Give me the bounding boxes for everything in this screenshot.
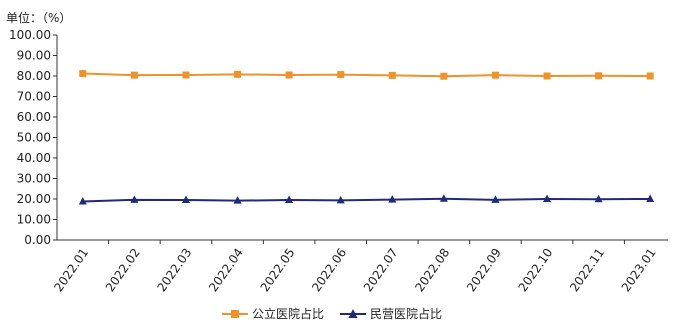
data-point-triangle (336, 195, 345, 204)
data-point-triangle (130, 195, 139, 203)
legend-marker-triangle (348, 309, 358, 318)
data-point-triangle (388, 195, 397, 203)
data-point-square (337, 71, 345, 79)
x-tick-label: 2023.01 (619, 246, 659, 295)
data-point-square (182, 71, 190, 79)
data-point-square (285, 71, 293, 79)
data-point-triangle (78, 196, 87, 205)
legend-label: 民营医院占比 (370, 306, 442, 321)
y-tick-label: 100.00 (9, 28, 51, 42)
x-tick-label: 2022.08 (412, 246, 452, 295)
data-point-square (543, 72, 551, 80)
y-tick-label: 70.00 (17, 90, 51, 104)
data-point-triangle (233, 196, 242, 204)
legend-label: 公立医院占比 (252, 306, 324, 321)
x-tick-label: 2022.02 (103, 246, 143, 295)
data-point-triangle (181, 195, 190, 204)
x-tick-label: 2022.04 (206, 246, 246, 295)
data-point-square (491, 71, 499, 79)
data-point-square (234, 70, 242, 78)
legend-item: 民营医院占比 (340, 306, 442, 321)
y-tick-label: 60.00 (17, 110, 51, 124)
legend-marker-square (231, 310, 239, 318)
series-line (82, 72, 651, 78)
legend-item: 公立医院占比 (222, 306, 324, 321)
y-tick-label: 50.00 (17, 131, 51, 145)
x-tick-label: 2022.07 (361, 246, 401, 295)
axes: 100.00 90.00 80.00 70.00 60.00 50.00 40.00 30.0… (9, 28, 668, 294)
x-tick-label: 2022.11 (567, 246, 607, 295)
y-tick-label: 40.00 (17, 151, 51, 165)
data-point-triangle (594, 194, 603, 203)
data-point-triangle (285, 195, 294, 204)
data-point-square (646, 72, 654, 80)
y-tick-label: 10.00 (17, 213, 51, 227)
y-tick-label: 80.00 (17, 69, 51, 83)
x-tick-label: 2022.01 (51, 246, 91, 295)
data-point-triangle (439, 194, 448, 202)
data-point-square (440, 72, 448, 80)
series-2 (78, 194, 655, 205)
data-point-square (79, 70, 87, 78)
series-line (82, 197, 651, 203)
y-tick-label: 90.00 (17, 49, 51, 63)
data-point-square (388, 71, 396, 79)
x-tick-label: 2022.05 (258, 246, 298, 295)
y-tick-label: 30.00 (17, 172, 51, 186)
x-tick-label: 2022.06 (309, 246, 349, 295)
x-tick-label: 2022.10 (516, 246, 556, 295)
series-1 (79, 70, 654, 80)
data-point-triangle (543, 194, 552, 202)
legend: 公立医院占比 民营医院占比 (222, 306, 442, 321)
data-point-triangle (646, 194, 655, 202)
data-point-square (595, 72, 603, 80)
x-tick-label: 2022.03 (154, 246, 194, 295)
unit-label: 单位：（%） (6, 10, 71, 25)
x-tick-label: 2022.09 (464, 246, 504, 295)
data-point-square (130, 71, 138, 79)
series-layer (78, 70, 655, 205)
y-tick-label: 0.00 (24, 233, 51, 247)
y-tick-label: 20.00 (17, 192, 51, 206)
data-point-triangle (491, 195, 500, 203)
